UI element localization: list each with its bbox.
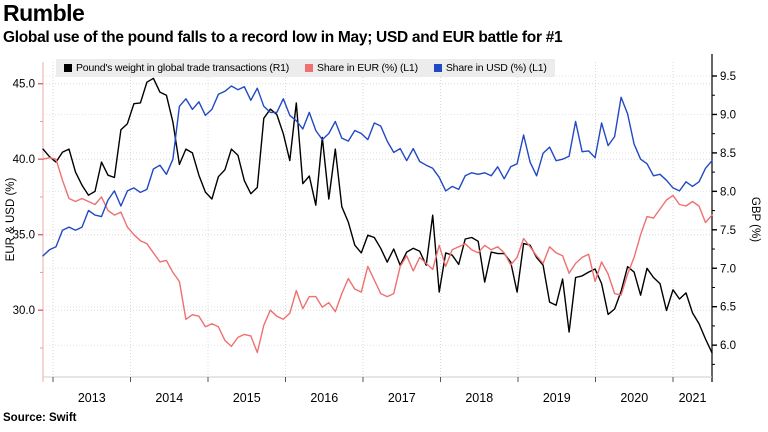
legend-label: Share in USD (%) (L1) — [445, 62, 547, 74]
svg-text:7.5: 7.5 — [720, 225, 736, 237]
svg-text:2016: 2016 — [310, 391, 338, 405]
legend-label: Share in EUR (%) (L1) — [317, 62, 418, 74]
gbp-series-swatch-icon — [64, 64, 72, 72]
svg-text:8.0: 8.0 — [720, 186, 736, 198]
svg-text:EUR & USD (%): EUR & USD (%) — [5, 177, 17, 261]
y-axis-right: 9.5 9.0 8.5 8.0 7.5 7.0 6.5 6.0 GBP (%) — [711, 54, 761, 382]
svg-text:45.0: 45.0 — [13, 79, 35, 91]
source-note: Source: Swift — [3, 412, 77, 424]
line-eur-share — [42, 156, 713, 354]
svg-text:30.0: 30.0 — [13, 305, 35, 317]
y-axis-left: 45.0 40.0 35.0 30.0 EUR & USD (%) — [5, 62, 44, 382]
svg-text:2018: 2018 — [465, 391, 493, 405]
line-usd-share — [42, 85, 713, 257]
svg-text:6.5: 6.5 — [720, 302, 736, 314]
svg-text:2015: 2015 — [233, 391, 261, 405]
page-title: Rumble — [3, 0, 85, 26]
svg-text:2014: 2014 — [155, 391, 183, 405]
legend-label: Pound's weight in global trade transacti… — [76, 62, 290, 74]
svg-text:6.0: 6.0 — [720, 340, 736, 352]
svg-text:9.0: 9.0 — [720, 109, 736, 121]
eur-series-swatch-icon — [305, 64, 314, 72]
x-axis: 2013 2014 2015 2016 2017 2018 2019 2020 2021 — [43, 376, 712, 405]
svg-text:8.5: 8.5 — [720, 148, 736, 160]
svg-text:35.0: 35.0 — [13, 230, 35, 242]
svg-text:2020: 2020 — [620, 391, 648, 405]
legend-item-eur-share[interactable]: Share in EUR (%) (L1) — [305, 62, 418, 74]
svg-text:GBP (%): GBP (%) — [749, 197, 761, 242]
legend-item-usd-share[interactable]: Share in USD (%) (L1) — [433, 62, 547, 74]
gridlines — [43, 62, 712, 377]
chart-subtitle: Global use of the pound falls to a recor… — [3, 29, 563, 46]
line-gbp-weight — [42, 77, 713, 354]
svg-text:7.0: 7.0 — [720, 263, 736, 275]
usd-series-swatch-icon — [433, 64, 442, 72]
legend-item-gbp-weight[interactable]: Pound's weight in global trade transacti… — [64, 62, 289, 74]
svg-text:2017: 2017 — [388, 391, 416, 405]
svg-text:2013: 2013 — [78, 391, 106, 405]
svg-text:2019: 2019 — [543, 391, 571, 405]
svg-text:2021: 2021 — [679, 391, 707, 405]
chart-legend: Pound's weight in global trade transacti… — [56, 59, 555, 77]
svg-text:9.5: 9.5 — [720, 71, 736, 83]
svg-text:40.0: 40.0 — [13, 154, 35, 166]
